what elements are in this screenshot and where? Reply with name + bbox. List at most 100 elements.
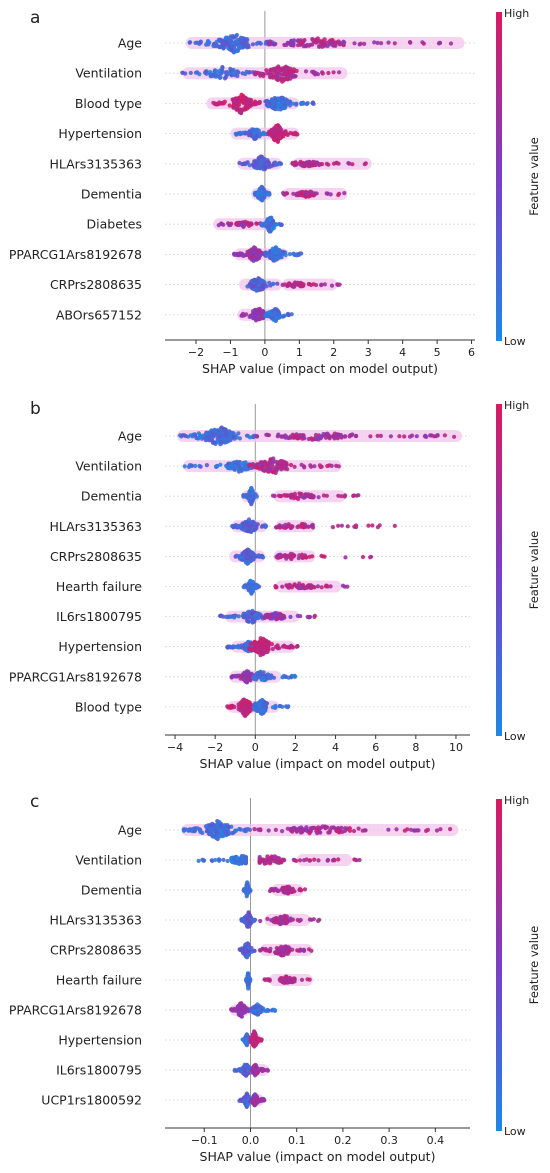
shap-point	[246, 699, 251, 705]
shap-point	[268, 946, 273, 951]
shap-point	[336, 493, 341, 498]
shap-point	[256, 70, 261, 76]
shap-point	[246, 884, 251, 889]
feature-label: HLArs3135363	[49, 913, 142, 928]
shap-point	[233, 98, 238, 103]
shap-point	[276, 162, 281, 167]
shap-point	[241, 161, 246, 167]
shap-point	[215, 821, 220, 827]
shap-point	[238, 221, 243, 226]
shap-point	[231, 434, 236, 439]
feature-label: Dementia	[81, 489, 142, 504]
x-tick-label: 3	[365, 346, 372, 359]
shap-point	[343, 493, 348, 498]
shap-point	[307, 282, 312, 287]
shap-point	[222, 823, 227, 828]
shap-point	[230, 831, 235, 836]
feature-label: CRPrs2808635	[50, 943, 142, 958]
shap-point	[274, 222, 279, 227]
shap-point	[280, 249, 286, 254]
shap-point	[337, 830, 342, 835]
shap-point	[276, 920, 281, 925]
shap-point	[284, 704, 289, 709]
shap-point	[245, 619, 250, 624]
shap-point	[362, 41, 367, 47]
feature-row: Hearth failure	[56, 971, 313, 991]
shap-point	[273, 68, 278, 73]
shap-point	[284, 974, 289, 979]
shap-point	[402, 828, 407, 833]
shap-point	[234, 252, 239, 257]
shap-point	[228, 38, 233, 43]
shap-point	[421, 41, 426, 46]
shap-point	[266, 433, 271, 438]
shap-point	[266, 828, 271, 833]
shap-point	[345, 524, 350, 529]
shap-point	[264, 640, 269, 645]
shap-point	[277, 553, 282, 558]
shap-point	[256, 248, 261, 253]
shap-point	[198, 40, 203, 45]
shap-point	[254, 221, 260, 226]
shap-point	[295, 644, 300, 649]
shap-point	[297, 553, 302, 558]
shap-point	[284, 131, 289, 137]
shap-point	[289, 524, 294, 529]
shap-point	[307, 615, 312, 620]
shap-point	[429, 433, 434, 438]
shap-point	[268, 860, 273, 865]
shap-point	[253, 307, 258, 312]
shap-point	[245, 923, 250, 929]
shap-point	[227, 436, 232, 441]
shap-point	[293, 433, 298, 439]
shap-point	[245, 981, 250, 986]
shap-point	[270, 281, 275, 287]
colorbar-title: Feature value	[527, 531, 541, 610]
shap-point	[193, 433, 198, 438]
shap-point	[255, 161, 260, 166]
shap-point	[301, 583, 306, 588]
shap-point	[370, 523, 375, 528]
shap-point	[245, 949, 251, 954]
shap-point	[277, 977, 282, 982]
shap-point	[324, 493, 329, 498]
feature-label: Ventilation	[75, 459, 142, 474]
shap-point	[241, 93, 246, 98]
shap-panel-c: cAgeVentilationDementiaHLArs3135363CRPrs…	[9, 792, 541, 1164]
shap-point	[249, 552, 254, 557]
shap-point	[271, 456, 276, 461]
shap-point	[280, 314, 286, 319]
shap-point	[331, 70, 336, 75]
shap-point	[212, 440, 217, 445]
shap-point	[188, 40, 193, 45]
feature-row: HLArs3135363	[49, 517, 397, 535]
shap-point	[275, 616, 280, 621]
shap-point	[294, 102, 299, 107]
shap-point	[343, 434, 348, 439]
feature-label: Blood type	[75, 96, 142, 111]
shap-point	[274, 466, 279, 471]
shap-point	[360, 828, 365, 833]
shap-point	[205, 431, 210, 436]
shap-point	[270, 646, 275, 652]
shap-point	[283, 464, 288, 469]
shap-point	[263, 313, 268, 318]
shap-point	[208, 434, 213, 440]
shap-point	[293, 282, 298, 287]
shap-point	[329, 825, 334, 830]
shap-point	[414, 434, 419, 439]
shap-point	[333, 43, 338, 48]
shap-point	[243, 859, 248, 864]
feature-label: Age	[118, 429, 142, 444]
shap-point	[297, 491, 302, 496]
shap-point	[267, 164, 272, 169]
shap-point	[221, 827, 226, 832]
shap-point	[255, 1004, 260, 1010]
shap-point	[319, 464, 324, 469]
shap-point	[308, 584, 313, 590]
shap-point	[254, 254, 259, 259]
shap-point	[336, 464, 341, 469]
shap-point	[407, 40, 413, 45]
shap-point	[347, 161, 352, 166]
shap-point	[288, 614, 293, 620]
